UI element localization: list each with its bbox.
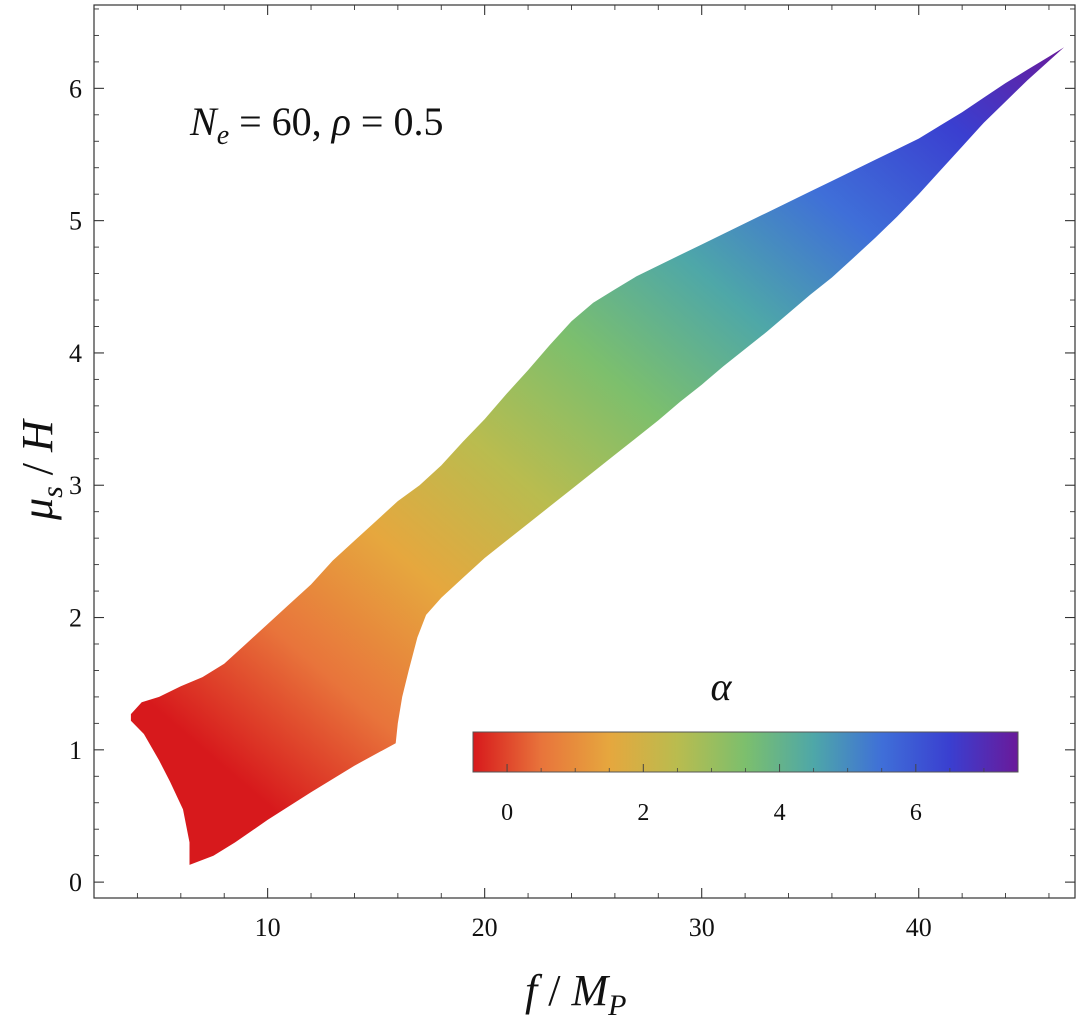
- annotation-N: N: [189, 99, 219, 144]
- colorbar-tick-label: 6: [910, 800, 922, 826]
- allowed-region: [130, 47, 1065, 865]
- colorbar-legend: α 0 2 4 6: [472, 664, 1019, 826]
- colorbar-gradient: [472, 731, 1019, 773]
- y-tick-label: 1: [69, 736, 82, 765]
- y-tick-label: 2: [69, 604, 82, 633]
- x-tick-label: 20: [472, 913, 498, 942]
- annotation-eq2: = 0.5: [351, 99, 444, 144]
- colorbar-label: α: [711, 664, 733, 709]
- x-label-slash: /: [537, 966, 571, 1015]
- annotation-N-sub: e: [217, 120, 229, 151]
- x-tick-label: 30: [689, 913, 715, 942]
- y-tick-label: 6: [69, 74, 82, 103]
- plot-frame: [93, 4, 1076, 899]
- colorbar-tick-label: 2: [637, 800, 649, 826]
- annotation-label: Ne = 60, ρ = 0.5: [189, 99, 443, 151]
- annotation-rho: ρ: [330, 99, 351, 144]
- colorbar-tick-label: 0: [501, 800, 513, 826]
- x-axis-label: f / MP: [525, 966, 626, 1015]
- y-axis-label: μs / H: [13, 418, 69, 521]
- x-label-M-sub: P: [607, 989, 626, 1015]
- y-label-mu-sub: s: [36, 486, 69, 498]
- colorbar-ticks: 0 2 4 6: [501, 764, 985, 826]
- annotation-eq1: = 60,: [229, 99, 332, 144]
- y-tick-label: 5: [69, 207, 82, 236]
- y-tick-label: 4: [69, 339, 82, 368]
- x-tick-label: 10: [255, 913, 281, 942]
- y-label-mu: μ: [13, 498, 62, 521]
- y-tick-label: 0: [69, 868, 82, 897]
- y-tick-label: 3: [69, 471, 82, 500]
- y-label-slash: /: [13, 452, 62, 486]
- x-tick-label: 40: [906, 913, 932, 942]
- region-band: [130, 47, 1065, 865]
- colorbar-tick-label: 4: [774, 800, 786, 826]
- y-label-H: H: [13, 418, 62, 453]
- x-label-M: M: [570, 966, 610, 1015]
